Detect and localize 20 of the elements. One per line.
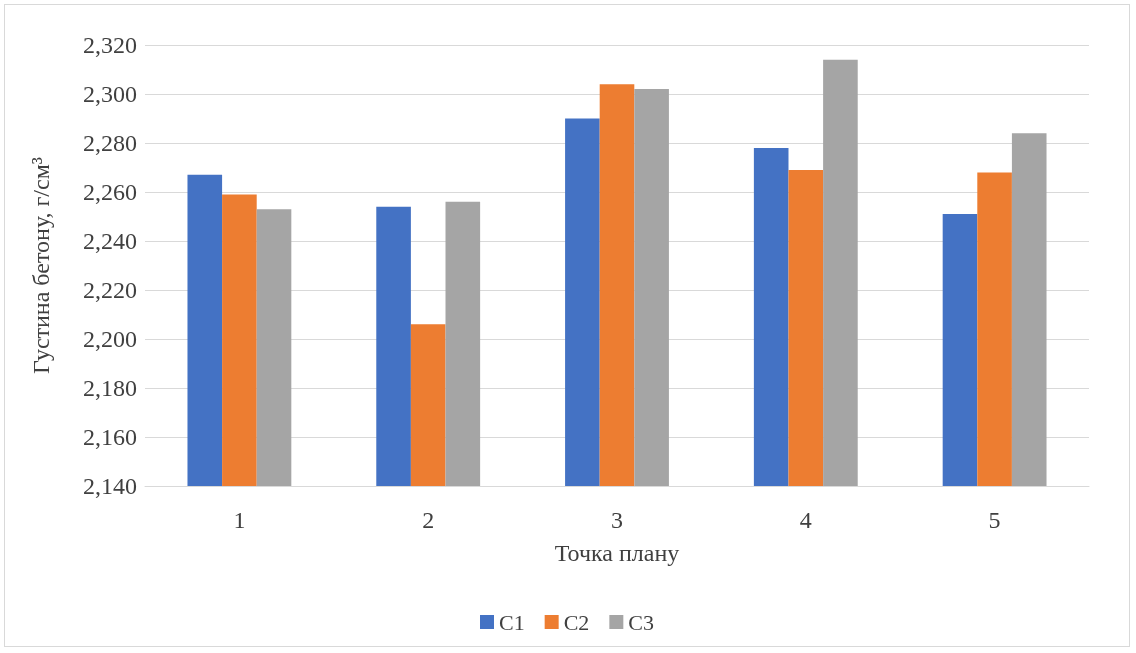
y-tick-label: 2,280 (83, 130, 137, 156)
y-tick-label: 2,300 (83, 81, 137, 107)
legend-label: C3 (628, 609, 655, 635)
x-tick-label: 5 (988, 507, 1001, 533)
y-tick-label: 2,240 (83, 228, 137, 254)
x-tick-label: 4 (799, 507, 812, 533)
y-tick-label: 2,260 (83, 179, 137, 205)
y-tick-label: 2,160 (83, 424, 137, 450)
legend-label: C1 (498, 609, 525, 635)
y-tick-label: 2,320 (83, 32, 137, 58)
x-tick-label: 3 (611, 507, 623, 533)
x-tick-label: 2 (422, 507, 435, 533)
y-tick-label: 2,180 (83, 375, 137, 401)
y-tick-label: 2,140 (83, 473, 137, 499)
y-axis-title: Густина бетону, г/см³ (28, 156, 54, 375)
y-tick-label: 2,200 (83, 326, 137, 352)
x-axis-title: Точка плану (554, 540, 680, 566)
y-tick-label: 2,220 (83, 277, 137, 303)
x-tick-label: 1 (233, 507, 246, 533)
legend-label: C2 (563, 609, 590, 635)
